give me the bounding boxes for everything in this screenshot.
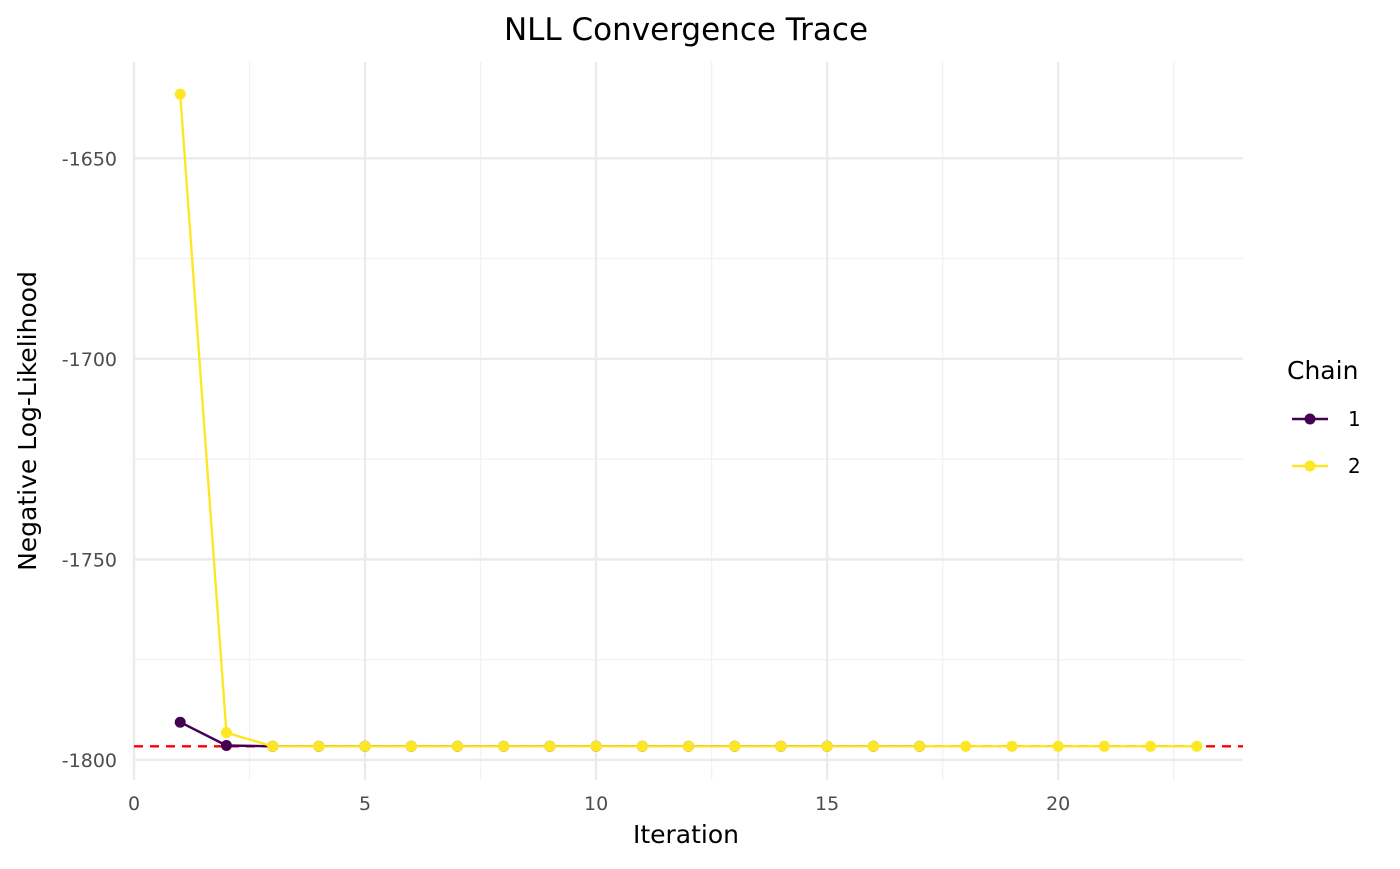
x-tick-label: 20: [1046, 793, 1070, 815]
series-2-point: [174, 88, 186, 100]
series-2-point: [359, 740, 371, 752]
legend-title: Chain: [1287, 356, 1358, 385]
legend-item-2: 2: [1292, 454, 1361, 478]
legend-label: 2: [1348, 454, 1361, 478]
series-2-point: [775, 740, 787, 752]
series-2-point: [683, 740, 694, 752]
legend-key-point: [1304, 413, 1316, 425]
y-axis-title: Negative Log-Likelihood: [13, 271, 42, 571]
legend-key-point: [1304, 460, 1316, 472]
series-2-point: [267, 740, 279, 752]
series-2-point: [1052, 740, 1064, 752]
series-2-point: [867, 740, 879, 752]
series-2-point: [914, 740, 926, 752]
series-2-point: [1006, 740, 1018, 752]
y-tick-label: -1700: [62, 349, 117, 371]
series-2-line: [179, 94, 1197, 748]
series-2-point: [960, 740, 972, 752]
series-2-point: [544, 740, 556, 752]
series-2-point: [220, 727, 232, 739]
y-tick-label: -1800: [62, 750, 117, 772]
series-2-point: [729, 740, 741, 752]
x-tick-label: 0: [128, 793, 140, 815]
series-2-point: [1191, 740, 1203, 752]
series-2-point: [590, 740, 602, 752]
axis-layer: 0 5 10 15 20 -1650 -1700 -1750 -1800: [62, 148, 1070, 815]
series-layer: [174, 88, 1203, 752]
series-2-point: [405, 740, 417, 752]
x-tick-label: 15: [815, 793, 839, 815]
series-2-point: [821, 740, 833, 752]
series-2-point: [313, 740, 325, 752]
legend-items: 12: [1292, 407, 1361, 478]
legend-label: 1: [1348, 407, 1361, 431]
x-axis-title: Iteration: [633, 820, 739, 849]
series-2-point: [451, 740, 463, 752]
legend-item-1: 1: [1292, 407, 1361, 431]
series-2-point: [636, 740, 648, 752]
y-tick-label: -1650: [62, 148, 117, 170]
x-tick-label: 10: [584, 793, 608, 815]
chart-title: NLL Convergence Trace: [504, 12, 868, 48]
grid-layer: [132, 62, 1243, 780]
series-2-point: [498, 740, 510, 752]
series-2-point: [1145, 740, 1157, 752]
legend: Chain 12: [1287, 356, 1361, 478]
series-1-point: [220, 740, 232, 752]
y-tick-label: -1750: [62, 549, 117, 571]
x-tick-label: 5: [359, 793, 371, 815]
series-2-point: [1098, 740, 1110, 752]
series-1-point: [174, 716, 186, 728]
